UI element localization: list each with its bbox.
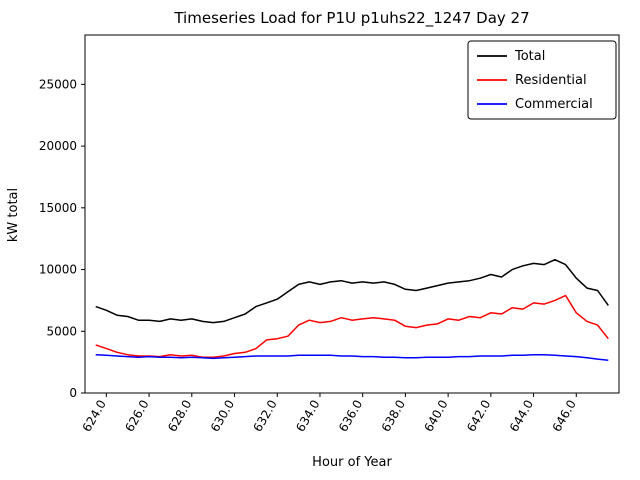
x-tick-label: 638.0	[379, 398, 408, 435]
x-tick-label: 646.0	[550, 398, 579, 435]
x-tick-label: 628.0	[165, 398, 194, 435]
y-tick-label: 10000	[39, 263, 77, 277]
y-tick-label: 25000	[39, 77, 77, 91]
legend: Total Residential Commercial	[467, 40, 617, 120]
legend-label-commercial: Commercial	[515, 97, 593, 112]
x-tick-label: 636.0	[336, 398, 365, 435]
legend-label-total: Total	[514, 49, 545, 64]
series-line-residential	[95, 294, 609, 358]
legend-box	[467, 40, 617, 120]
y-tick-label: 0	[69, 386, 77, 400]
y-tick-label: 5000	[46, 324, 77, 338]
axes-frame	[84, 34, 620, 394]
x-tick-label: 644.0	[507, 398, 536, 435]
y-tick-label: 15000	[39, 201, 77, 215]
x-tick-label: 626.0	[122, 398, 151, 435]
y-axis-label: kW total	[6, 188, 21, 242]
series-line-commercial	[95, 353, 609, 362]
legend-label-residential: Residential	[515, 73, 587, 88]
x-tick-label: 634.0	[293, 398, 322, 435]
x-tick-label: 640.0	[421, 398, 450, 435]
series-line-total	[95, 258, 609, 324]
chart-title: Timeseries Load for P1U p1uhs22_1247 Day…	[173, 9, 529, 28]
x-tick-label: 630.0	[208, 398, 237, 435]
x-tick-label: 642.0	[464, 398, 493, 435]
x-axis-label: Hour of Year	[312, 455, 392, 470]
x-tick-label: 632.0	[251, 398, 280, 435]
x-tick-label: 624.0	[80, 398, 109, 435]
y-tick-label: 20000	[39, 139, 77, 153]
